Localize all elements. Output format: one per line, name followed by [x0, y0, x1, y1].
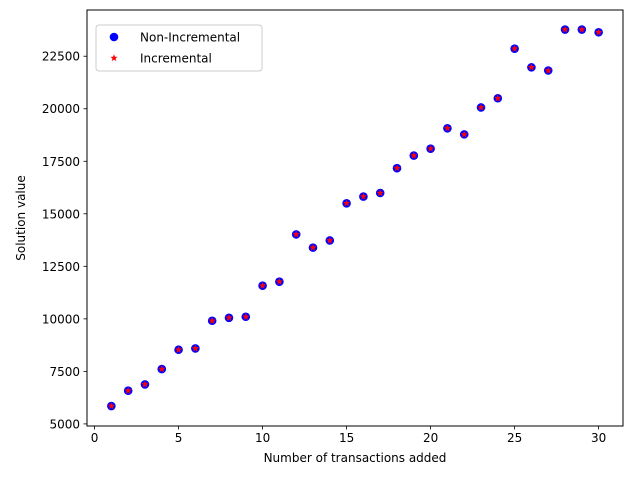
- point-incremental: [578, 25, 586, 33]
- x-tick-label: 10: [255, 431, 270, 445]
- point-incremental: [544, 66, 552, 74]
- point-incremental: [359, 192, 368, 200]
- point-incremental: [511, 44, 519, 52]
- point-incremental: [292, 230, 300, 238]
- y-tick-label: 12500: [42, 260, 80, 274]
- point-incremental: [124, 386, 132, 394]
- x-tick-label: 0: [91, 431, 99, 445]
- point-incremental: [477, 103, 485, 111]
- point-incremental: [342, 199, 351, 207]
- point-incremental: [427, 144, 435, 152]
- y-axis-label: Solution value: [14, 175, 28, 260]
- legend-box: [95, 24, 263, 72]
- x-tick-label: 30: [591, 431, 606, 445]
- point-incremental: [443, 124, 452, 132]
- y-tick-label: 5000: [49, 417, 80, 431]
- x-axis: 0 5 10 15 20 25 30: [91, 426, 606, 445]
- point-incremental: [326, 236, 334, 244]
- x-tick-label: 5: [175, 431, 183, 445]
- point-incremental: [158, 365, 166, 373]
- legend-label-non-incremental: Non-Incremental: [140, 31, 240, 45]
- point-incremental: [258, 281, 267, 289]
- point-incremental: [410, 151, 418, 159]
- point-incremental: [393, 164, 401, 172]
- point-incremental: [242, 312, 250, 320]
- y-tick-label: 17500: [42, 155, 80, 169]
- x-tick-label: 25: [507, 431, 522, 445]
- point-incremental: [141, 380, 149, 388]
- point-incremental: [191, 344, 199, 352]
- point-incremental: [561, 25, 569, 33]
- y-tick-label: 22500: [42, 50, 80, 64]
- point-incremental: [275, 277, 283, 285]
- point-incremental: [225, 314, 233, 321]
- point-incremental: [494, 94, 502, 102]
- x-axis-label: Number of transactions added: [264, 451, 447, 465]
- point-incremental: [527, 63, 536, 71]
- point-incremental: [309, 243, 317, 251]
- x-tick-label: 20: [423, 431, 438, 445]
- point-incremental: [208, 316, 216, 324]
- legend-label-incremental: Incremental: [140, 52, 212, 66]
- plot-frame: [86, 9, 624, 427]
- y-tick-label: 7500: [49, 365, 80, 379]
- y-tick-label: 20000: [42, 102, 80, 116]
- y-tick-label: 15000: [42, 207, 80, 221]
- point-incremental: [595, 28, 603, 36]
- y-tick-label: 10000: [42, 312, 80, 326]
- plot-marks: [107, 25, 603, 411]
- point-incremental: [107, 402, 115, 410]
- point-incremental: [174, 345, 183, 353]
- legend-marker-non-incremental: [109, 32, 119, 42]
- point-incremental: [460, 130, 468, 138]
- legend: Non-Incremental Incremental: [95, 24, 263, 72]
- y-axis: 5000 7500 10000 12500 15000 17500 20000 22500: [42, 50, 87, 431]
- legend-marker-incremental: [110, 54, 118, 62]
- x-tick-label: 15: [339, 431, 354, 445]
- point-incremental: [376, 189, 384, 197]
